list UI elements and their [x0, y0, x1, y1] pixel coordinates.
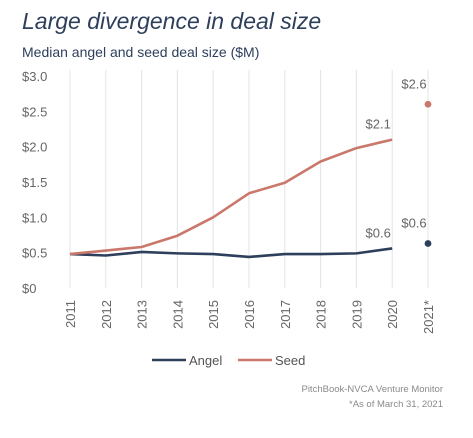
data-point-seed-2021 — [424, 100, 432, 108]
x-tick-label: 2015 — [206, 300, 221, 329]
data-label-seed: $2.1 — [366, 117, 391, 132]
data-point-angel-2021 — [424, 240, 432, 247]
y-tick-label: $2.5 — [22, 104, 47, 119]
source-note: PitchBook-NVCA Venture Monitor — [301, 384, 443, 395]
y-tick-label: $0.5 — [22, 246, 47, 261]
legend-label-angel: Angel — [189, 353, 222, 368]
data-label-angel: $0.6 — [366, 225, 391, 240]
x-tick-label: 2011 — [63, 300, 78, 328]
y-tick-label: $0 — [22, 281, 36, 296]
x-tick-label: 2018 — [314, 300, 329, 329]
y-tick-label: $2.0 — [22, 140, 47, 155]
y-tick-label: $1.0 — [22, 210, 47, 225]
x-tick-label: 2014 — [170, 300, 185, 329]
y-tick-label: $3.0 — [22, 69, 47, 84]
x-tick-label: 2020 — [385, 300, 400, 329]
x-tick-label: 2012 — [99, 300, 114, 329]
data-label-angel: $0.6 — [401, 215, 426, 230]
x-tick-label: 2017 — [278, 300, 293, 329]
chart-subtitle: Median angel and seed deal size ($M) — [22, 44, 260, 60]
series-line-seed — [69, 138, 393, 256]
y-tick-label: $1.5 — [22, 175, 47, 190]
series-line-angel — [69, 247, 393, 259]
chart-title: Large divergence in deal size — [22, 8, 322, 34]
x-tick-label: 2019 — [349, 300, 364, 329]
x-tick-label: 2013 — [135, 300, 150, 329]
footnote: *As of March 31, 2021 — [349, 399, 443, 410]
x-tick-label: 2021* — [421, 300, 436, 334]
legend-label-seed: Seed — [275, 353, 305, 368]
x-tick-label: 2016 — [242, 300, 257, 329]
data-label-seed: $2.6 — [401, 76, 426, 91]
